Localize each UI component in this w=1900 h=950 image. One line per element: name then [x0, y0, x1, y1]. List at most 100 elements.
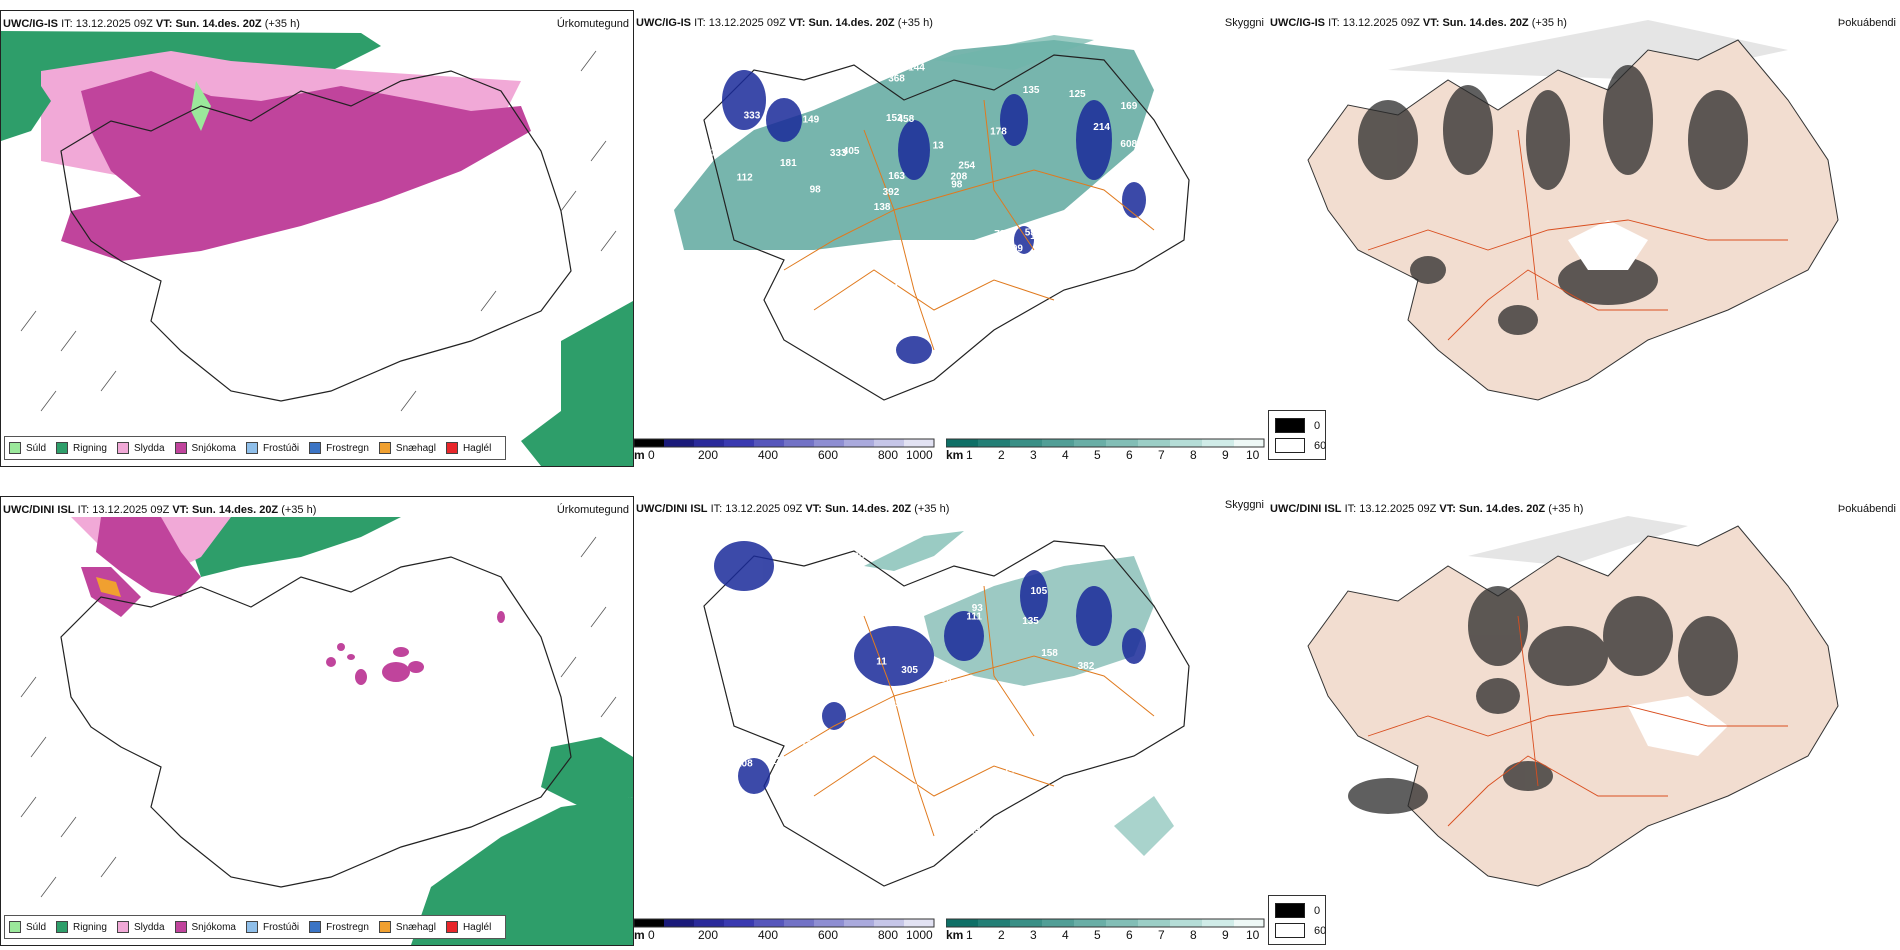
vt-value: Sun. 14.des. 20Z [808, 17, 895, 29]
visibility-value-label: 368 [888, 73, 905, 84]
snow-area [61, 71, 531, 261]
legend-item: Snjókoma [174, 921, 236, 933]
legend-item: Snjókoma [174, 442, 236, 454]
visibility-value-label: 130 [801, 739, 818, 750]
visibility-value-label: 333 [791, 296, 808, 307]
visibility-value-label: 218 [1076, 319, 1093, 330]
cloudbase-tick: 1000 [906, 448, 933, 462]
legend-swatch [116, 921, 129, 933]
fog-clear-area [1628, 696, 1728, 756]
fog-header-top: UWC/IG-IS IT: 13.12.2025 09Z VT: Sun. 14… [1270, 16, 1567, 30]
cloudbase-unit: m [634, 448, 645, 462]
legend-item: Haglél [445, 921, 491, 933]
model-name: UWC/IG-IS [636, 17, 691, 29]
visibility-value-label: 247 [752, 264, 769, 275]
fog-legend-swatch [1275, 903, 1305, 918]
visibility-tick: 7 [1158, 448, 1165, 462]
visibility-value-label: 93 [972, 603, 984, 614]
fog-dark-patches [1348, 586, 1738, 814]
legend-item: Slydda [116, 442, 165, 454]
precip-corner-title: Úrkomutegund [556, 18, 629, 30]
fog-legend-item: 0 [1275, 903, 1320, 918]
precip-header-bottom: UWC/DINI ISL IT: 13.12.2025 09Z VT: Sun.… [3, 503, 316, 517]
visibility-value-label: 158 [997, 254, 1014, 265]
visibility-tick: 5 [1094, 448, 1101, 462]
fog-corner-title: Þokuábendi [1837, 17, 1896, 29]
visibility-value-label: 204 [853, 552, 870, 563]
legend-swatch [9, 442, 21, 454]
lead-time: (+35 h) [914, 503, 950, 515]
legend-swatch [9, 921, 21, 933]
legend-swatch [445, 921, 458, 933]
visibility-tick: 4 [1062, 448, 1069, 462]
visibility-value-label: 138 [874, 202, 891, 213]
cloud-dark-patches [722, 70, 1146, 364]
it-label: IT: [694, 17, 706, 29]
lead-time: (+35 h) [281, 504, 317, 516]
cloudbase-tick: 600 [818, 928, 839, 942]
visibility-value-label: 181 [780, 158, 797, 169]
visibility-value-label: 158 [1041, 648, 1058, 659]
visibility-value-label: 149 [803, 114, 820, 125]
visibility-colorbar-swatches [945, 918, 1265, 928]
skyggni-title: Skyggni [1224, 499, 1264, 511]
it-label: IT: [1344, 503, 1357, 515]
fog-corner-title: Þokuábendi [1837, 503, 1896, 515]
cloudbase-tick: 800 [878, 448, 899, 462]
legend-item: Frostúði [245, 442, 299, 454]
visibility-value-label: 392 [883, 187, 900, 198]
visibility-tick: 2 [998, 928, 1005, 942]
cloudbase-colorbar-swatches [634, 918, 935, 928]
iceland-land [1307, 39, 1839, 401]
legend-item: Súld [9, 921, 46, 933]
legend-swatch [116, 442, 129, 454]
cloudbase-colorbar-top: m 0 200 400 600 800 1000 [634, 436, 944, 464]
legend-swatch [174, 921, 187, 933]
visibility-value-label: 109 [901, 782, 918, 793]
visibility-value-label: 366 [759, 339, 776, 350]
model-name: UWC/IG-IS [1270, 17, 1325, 29]
vt-value: Sun. 14.des. 20Z [1458, 503, 1546, 515]
it-label: IT: [1328, 17, 1340, 29]
cloudbase-visibility-panel-bottom: 204 105 126 95 122 99 67 135 247 111 190 135 95 50 161… [634, 496, 1266, 950]
visibility-value-label: 333 [830, 148, 847, 159]
visibility-value-label: 111 [712, 752, 728, 763]
legend-swatch [378, 442, 391, 454]
visibility-value-label: 13 [933, 141, 945, 152]
visibility-value-label: 190 [935, 674, 952, 685]
legend-item: Haglél [445, 442, 491, 454]
it-label: IT: [77, 504, 90, 516]
legend-item: Frostregn [309, 442, 369, 454]
cloudbase-map-bottom: 204 105 126 95 122 99 67 135 247 111 190 135 95 50 161… [703, 531, 1190, 887]
visibility-value-label: 163 [888, 171, 905, 182]
cloudbase-tick: 200 [698, 928, 719, 942]
roads [1367, 615, 1788, 827]
wind-barbs [20, 50, 617, 412]
snow-area [96, 517, 201, 597]
visibility-value-label: 208 [739, 270, 756, 281]
it-value: 13.12.2025 09Z [75, 18, 153, 30]
legend-item: Slydda [116, 921, 165, 933]
roads [1367, 129, 1788, 341]
visibility-value-label: 161 [958, 826, 975, 837]
cloudbase-tick: 1000 [906, 928, 933, 942]
visibility-value-label: 12 [771, 756, 783, 767]
rain-area-se [411, 797, 633, 945]
cloudbase-colorbar-swatches [634, 438, 935, 448]
visibility-value-label: 108 [736, 759, 753, 770]
visibility-value-label: 144 [908, 63, 925, 74]
precip-legend-bottom: Súld Rigning Slydda Snjókoma Frostúði Fr… [4, 915, 507, 939]
cloudbase-tick: 0 [648, 448, 655, 462]
visibility-value-label: 608 [1120, 139, 1137, 150]
vt-value: Sun. 14.des. 20Z [191, 504, 279, 516]
vt-label: VT: [1439, 503, 1456, 515]
cloudbase-tick: 800 [878, 928, 899, 942]
it-value: 13.12.2025 09Z [92, 504, 170, 516]
visibility-value-label: 11 [876, 657, 887, 668]
visibility-value-label: 98 [810, 185, 822, 196]
model-name: UWC/DINI ISL [1270, 503, 1342, 515]
precip-type-panel-bottom: UWC/DINI ISL IT: 13.12.2025 09Z VT: Sun.… [0, 496, 634, 946]
it-value: 13.12.2025 09Z [725, 503, 803, 515]
precip-map-bottom [20, 517, 633, 945]
fog-header-bottom: UWC/DINI ISL IT: 13.12.2025 09Z VT: Sun.… [1270, 502, 1583, 516]
